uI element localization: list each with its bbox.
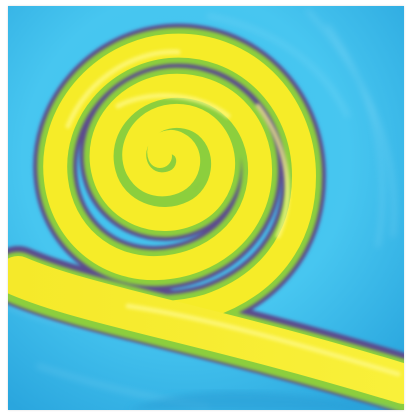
- lower-sky-sweep: [128, 391, 404, 410]
- spiral-highlight: [65, 49, 401, 377]
- spiral-yellow-band: [8, 33, 404, 404]
- spiral-artwork: [8, 6, 404, 410]
- spiral-painting: [8, 6, 404, 410]
